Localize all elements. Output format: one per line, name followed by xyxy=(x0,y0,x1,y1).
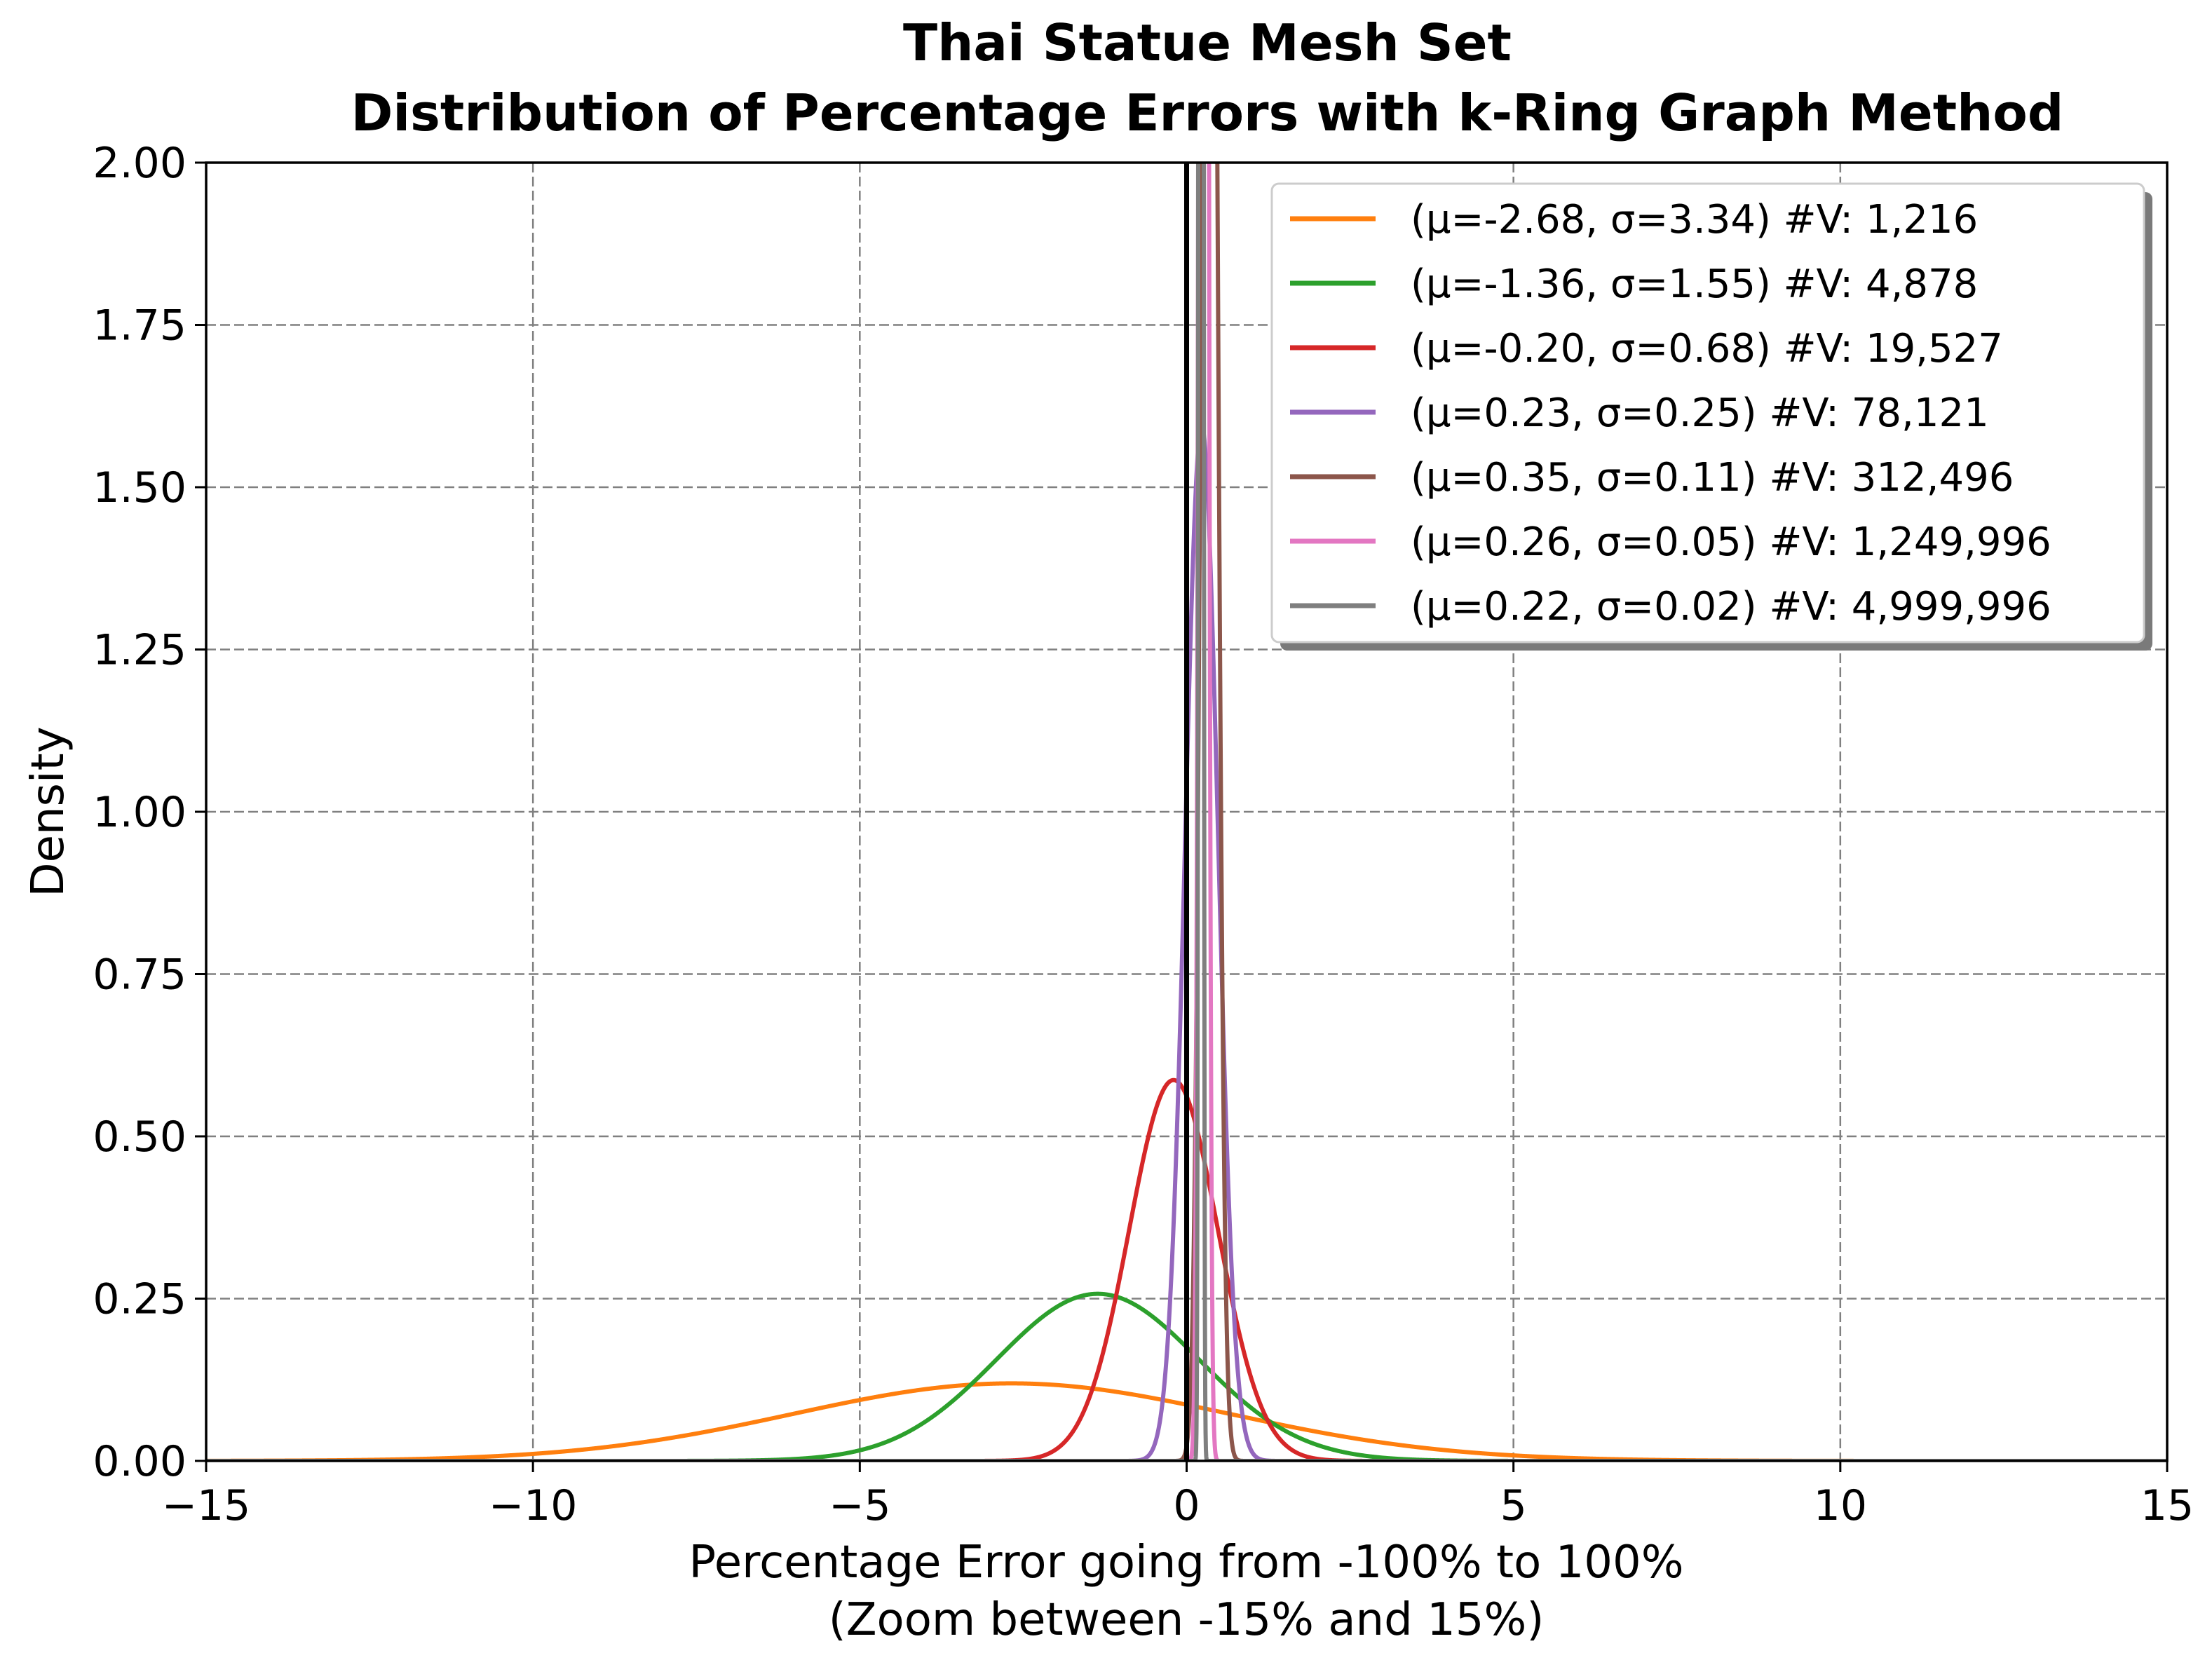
y-axis-label: Density xyxy=(22,726,74,897)
y-tick-label: 0.50 xyxy=(93,1113,186,1162)
y-tick-label: 1.50 xyxy=(93,463,186,512)
y-tick-label: 1.25 xyxy=(93,626,186,675)
axis-ticks: −15 −10 −5 0 5 10 15 0.00 0.25 0.50 0.75 1.00 1.25 1.… xyxy=(93,139,2194,1530)
legend-label-7: (μ=0.22, σ=0.02) #V: 4,999,996 xyxy=(1411,584,2051,630)
x-tick-label: −5 xyxy=(829,1481,890,1530)
y-tick-label: 1.75 xyxy=(93,301,186,351)
x-tick-label: 15 xyxy=(2140,1481,2194,1530)
legend-label-1: (μ=-2.68, σ=3.34) #V: 1,216 xyxy=(1411,197,1978,243)
legend: (μ=-2.68, σ=3.34) #V: 1,216 (μ=-1.36, σ=1… xyxy=(1270,182,2152,651)
x-tick-label: −10 xyxy=(489,1481,578,1530)
x-tick-label: −15 xyxy=(162,1481,251,1530)
y-tick-label: 1.00 xyxy=(93,788,186,837)
x-tick-label: 5 xyxy=(1500,1481,1527,1530)
chart-title-line1: Thai Statue Mesh Set xyxy=(903,13,1512,72)
legend-label-2: (μ=-1.36, σ=1.55) #V: 4,878 xyxy=(1411,261,1978,307)
chart-title-line2: Distribution of Percentage Errors with k… xyxy=(351,83,2064,142)
legend-label-3: (μ=-0.20, σ=0.68) #V: 19,527 xyxy=(1411,326,2003,372)
x-tick-label: 0 xyxy=(1173,1481,1200,1530)
y-tick-label: 2.00 xyxy=(93,139,186,188)
y-tick-label: 0.25 xyxy=(93,1275,186,1324)
legend-label-4: (μ=0.23, σ=0.25) #V: 78,121 xyxy=(1411,390,1989,436)
x-axis-label-line1: Percentage Error going from -100% to 100… xyxy=(688,1537,1683,1588)
legend-box xyxy=(1270,182,2145,644)
x-tick-label: 10 xyxy=(1814,1481,1867,1530)
legend-label-6: (μ=0.26, σ=0.05) #V: 1,249,996 xyxy=(1411,519,2051,565)
legend-label-5: (μ=0.35, σ=0.11) #V: 312,496 xyxy=(1411,455,2014,501)
y-tick-label: 0.75 xyxy=(93,951,186,1000)
x-axis-label-line2: (Zoom between -15% and 15%) xyxy=(829,1594,1545,1646)
y-tick-label: 0.00 xyxy=(93,1437,186,1486)
